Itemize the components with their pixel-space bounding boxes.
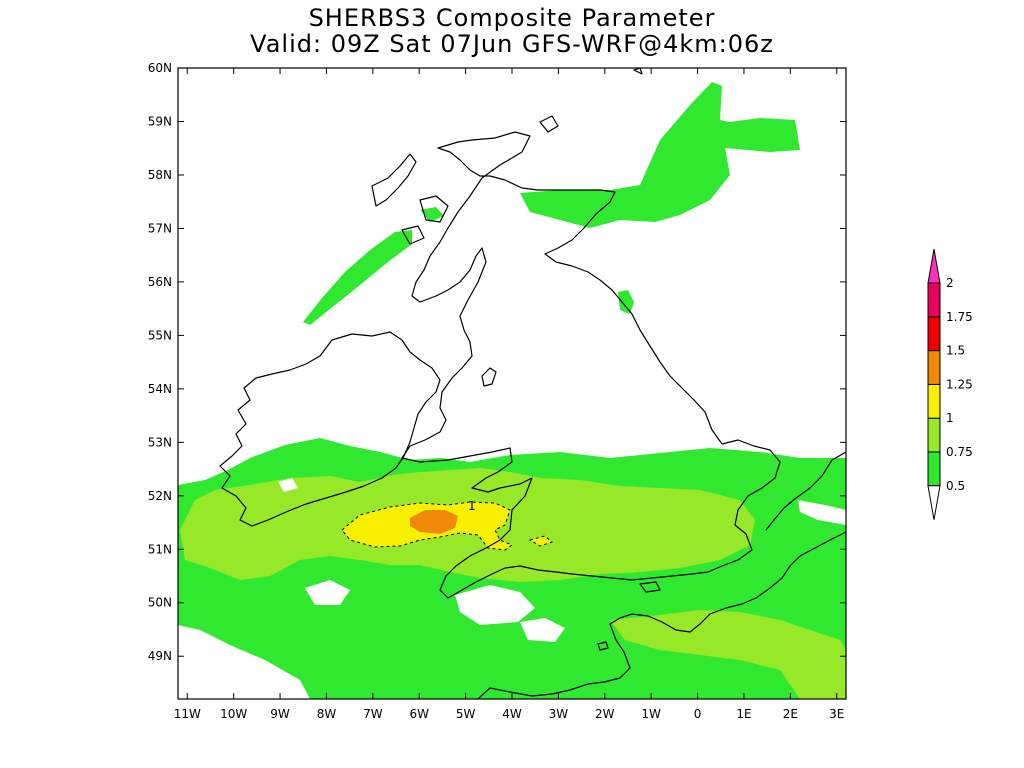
coastline-isle-of-man [481, 367, 497, 387]
legend-level-label: 1.75 [946, 310, 973, 324]
legend-swatch [927, 316, 941, 352]
coastline-mull [401, 225, 425, 245]
lat-tick-label: 60N [148, 61, 172, 75]
coastlines [219, 68, 846, 699]
coastline-orkney [539, 115, 559, 133]
parameter-field [178, 82, 846, 699]
field-lightgreen-se [610, 610, 846, 699]
lat-tick-label: 58N [148, 168, 172, 182]
lat-tick-label: 54N [148, 382, 172, 396]
color-legend: 0.5 0.75 1 1.25 1.5 1.75 2 [927, 248, 973, 520]
contour-label: 1 [468, 499, 476, 513]
lon-tick-label: 3W [549, 707, 569, 721]
field-green-ne [520, 82, 800, 228]
legend-level-label: 1.25 [946, 377, 973, 391]
legend-arrow-bottom [927, 485, 941, 520]
field-gap-5 [278, 478, 298, 492]
legend-swatch [927, 350, 941, 385]
coastline-netherlands [765, 451, 846, 531]
legend-level-label: 0.5 [946, 479, 965, 493]
lon-tick-label: 7W [363, 707, 383, 721]
axis-ticks [178, 67, 846, 699]
lon-tick-label: 8W [317, 707, 337, 721]
legend-swatch [927, 282, 941, 318]
coastline-shetland [633, 68, 643, 75]
legend-swatch [927, 383, 941, 419]
field-gap-2 [305, 580, 350, 605]
lat-tick-label: 57N [148, 221, 172, 235]
coastline-channel-islands [597, 641, 609, 651]
coastline-hebrides [371, 153, 417, 207]
field-green-ne-coast [618, 290, 634, 314]
title-line-1: SHERBS3 Composite Parameter [308, 4, 716, 32]
field-gap-4 [798, 500, 846, 525]
field-orange-core [410, 510, 458, 534]
field-gap-3 [520, 618, 565, 642]
legend-level-label: 0.75 [946, 445, 973, 459]
legend-swatch [927, 417, 941, 453]
lon-tick-label: 1E [736, 707, 751, 721]
legend-level-label: 1 [946, 411, 954, 425]
legend-level-label: 2 [946, 276, 954, 290]
lon-tick-label: 11W [174, 707, 201, 721]
lon-tick-label: 3E [829, 707, 844, 721]
field-green-nw-strip [303, 230, 412, 325]
coastline-great-britain [401, 131, 781, 599]
lon-tick-label: 10W [220, 707, 247, 721]
lon-tick-label: 9W [270, 707, 290, 721]
lon-tick-label: 4W [502, 707, 522, 721]
field-yellow-small [528, 535, 553, 547]
lat-tick-label: 55N [148, 328, 172, 342]
legend-swatch [927, 451, 941, 487]
legend-arrow-top [927, 248, 941, 284]
lat-tick-label: 51N [148, 542, 172, 556]
coastline-isle-of-wight [639, 581, 661, 593]
coastline-france [477, 531, 846, 699]
lon-tick-label: 2W [595, 707, 615, 721]
coastline-skye [419, 195, 449, 223]
field-gap-6 [178, 625, 310, 699]
title-line-2: Valid: 09Z Sat 07Jun GFS-WRF@4km:06z [250, 30, 774, 58]
lat-tick-label: 49N [148, 649, 172, 663]
legend-level-label: 1.5 [946, 344, 965, 358]
lon-tick-label: 0 [694, 707, 702, 721]
lat-tick-label: 50N [148, 596, 172, 610]
field-green-nw-small [420, 207, 444, 222]
lon-tick-label: 5W [456, 707, 476, 721]
lon-tick-label: 1W [641, 707, 661, 721]
lat-tick-label: 52N [148, 489, 172, 503]
lon-tick-label: 6W [409, 707, 429, 721]
lon-tick-label: 2E [783, 707, 798, 721]
lat-tick-label: 53N [148, 435, 172, 449]
lat-tick-label: 56N [148, 275, 172, 289]
lat-tick-label: 59N [148, 114, 172, 128]
field-gap-1 [455, 585, 535, 625]
axis-labels: 11W 10W 9W 8W 7W 6W 5W 4W 3W 2W 1W 0 1E 2E 3E 60N 59N 58N… [148, 61, 845, 721]
coastline-ireland [219, 331, 441, 527]
